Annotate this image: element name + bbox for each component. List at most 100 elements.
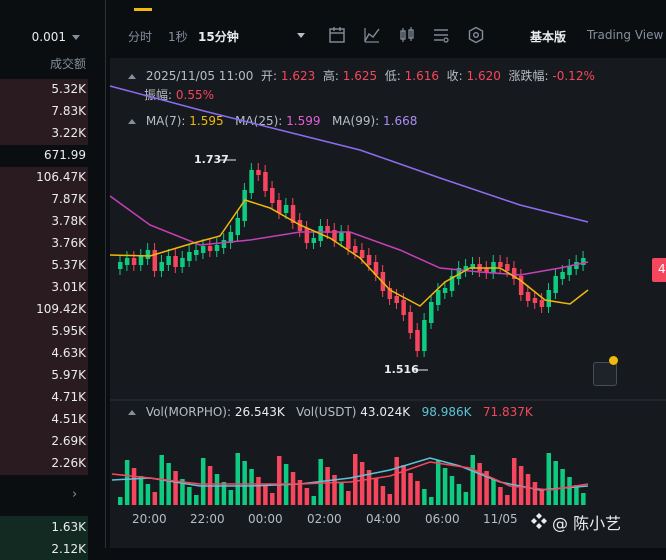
volume-bar — [387, 494, 393, 505]
volume-bar — [166, 463, 171, 505]
list-item[interactable]: 4.63K — [0, 343, 88, 365]
volume-bar — [422, 489, 427, 505]
volume-bar — [304, 488, 310, 505]
precision-value[interactable]: 0.001 — [31, 30, 66, 44]
candle — [194, 250, 199, 255]
collapse-icon[interactable] — [128, 119, 136, 124]
volume-bar — [553, 461, 558, 505]
candle — [408, 312, 413, 333]
list-item[interactable]: 3.78K — [0, 211, 88, 233]
volume-bar — [228, 490, 234, 505]
tab-1s[interactable]: 1秒 — [168, 30, 188, 44]
list-item[interactable]: 4.51K — [0, 409, 88, 431]
volume-bar — [180, 479, 185, 505]
collapse-icon[interactable] — [128, 410, 136, 415]
tab-15m[interactable]: 15分钟 — [198, 30, 239, 44]
volume-bar — [477, 463, 482, 505]
collapse-icon[interactable] — [128, 74, 136, 79]
list-item[interactable]: 109.42K — [0, 299, 88, 321]
list-item[interactable]: 7.87K — [0, 189, 88, 211]
candle — [518, 276, 524, 295]
volume-bar — [442, 468, 448, 505]
candle — [574, 262, 579, 269]
volume-bar — [498, 487, 503, 505]
candle — [463, 266, 469, 271]
list-item[interactable]: 5.97K — [0, 365, 88, 387]
calendar-icon[interactable] — [328, 26, 346, 44]
candle — [401, 300, 406, 315]
volume-bar — [311, 496, 317, 505]
list-item[interactable]: 3.76K — [0, 233, 88, 255]
candle — [505, 264, 510, 271]
list-item[interactable]: 5.32K — [0, 79, 88, 101]
precision-selector[interactable]: 0.001 — [0, 22, 100, 52]
volume-bar — [297, 480, 303, 505]
interval-dropdown-icon[interactable] — [297, 33, 305, 38]
candle — [442, 288, 448, 293]
volume-value: 4.71K — [51, 390, 86, 404]
list-item[interactable]: 3.22K — [0, 123, 88, 145]
indicator-icon[interactable] — [363, 26, 381, 44]
ma25-line — [109, 195, 589, 276]
candle — [173, 256, 178, 267]
chevron-right-icon[interactable]: › — [72, 487, 78, 502]
candle — [200, 246, 206, 253]
history-icon[interactable] — [593, 362, 617, 386]
list-item[interactable]: 5.95K — [0, 321, 88, 343]
candle — [525, 292, 531, 301]
candle — [221, 240, 227, 248]
candle — [498, 262, 503, 267]
volume-bar — [525, 474, 531, 505]
tradingview-tab[interactable]: Trading View — [587, 28, 664, 42]
volume-bar — [484, 471, 489, 505]
list-item[interactable]: 3.01K — [0, 277, 88, 299]
volume-bar — [138, 476, 144, 505]
chart-toolbar: 分时 1秒 15分钟 基本版 Trading View — [110, 18, 666, 54]
volume-value: 3.01K — [51, 280, 86, 294]
volume-bar — [346, 491, 351, 505]
volume-bar — [359, 462, 365, 505]
candle — [567, 266, 572, 275]
candlestick-icon[interactable] — [398, 26, 416, 44]
candle — [325, 226, 330, 233]
candle — [511, 268, 517, 279]
candle — [124, 258, 130, 265]
volume-bar — [173, 471, 178, 505]
list-item[interactable]: 2.26K — [0, 453, 88, 475]
depth-bar — [0, 387, 88, 409]
basic-view-tab[interactable]: 基本版 — [530, 30, 567, 44]
hexagon-settings-icon[interactable] — [467, 26, 485, 44]
time-tick: 02:00 — [307, 512, 342, 526]
volume-value: 106.47K — [36, 170, 86, 184]
list-item[interactable]: 7.83K — [0, 101, 88, 123]
list-item[interactable]: 2.69K — [0, 431, 88, 453]
volume-bar — [200, 458, 206, 505]
list-item[interactable]: 4.71K — [0, 387, 88, 409]
volume-bar — [463, 492, 469, 505]
volume-bar — [429, 497, 434, 505]
ma99-line — [109, 85, 589, 223]
list-item[interactable]: 106.47K — [0, 167, 88, 189]
candle — [539, 300, 545, 307]
list-item[interactable]: 5.37K — [0, 255, 88, 277]
panel-divider — [105, 0, 106, 548]
candle — [166, 256, 171, 265]
volume-bar — [131, 468, 137, 505]
candle — [180, 258, 185, 267]
volume-bar — [394, 457, 399, 505]
list-item[interactable]: 1.63K — [0, 516, 88, 538]
ohlc-info: 2025/11/05 11:00 开: 1.623 高: 1.625 低: 1.… — [128, 67, 595, 84]
volume-value: 4.51K — [51, 412, 86, 426]
candle — [429, 302, 434, 323]
chevron-down-icon[interactable] — [72, 35, 80, 40]
volume-legend: Vol(MORPHO): 26.543K Vol(USDT) 43.024K 9… — [128, 405, 533, 419]
candlestick-chart[interactable] — [0, 0, 666, 548]
volume-bar — [449, 476, 455, 505]
candle — [214, 245, 220, 251]
tab-time-series[interactable]: 分时 — [128, 30, 153, 44]
candle — [283, 205, 289, 213]
settings-list-icon[interactable] — [432, 26, 450, 44]
candle — [373, 262, 379, 275]
notification-dot — [609, 356, 618, 365]
author-watermark: @ 陈小艺 — [552, 514, 622, 533]
